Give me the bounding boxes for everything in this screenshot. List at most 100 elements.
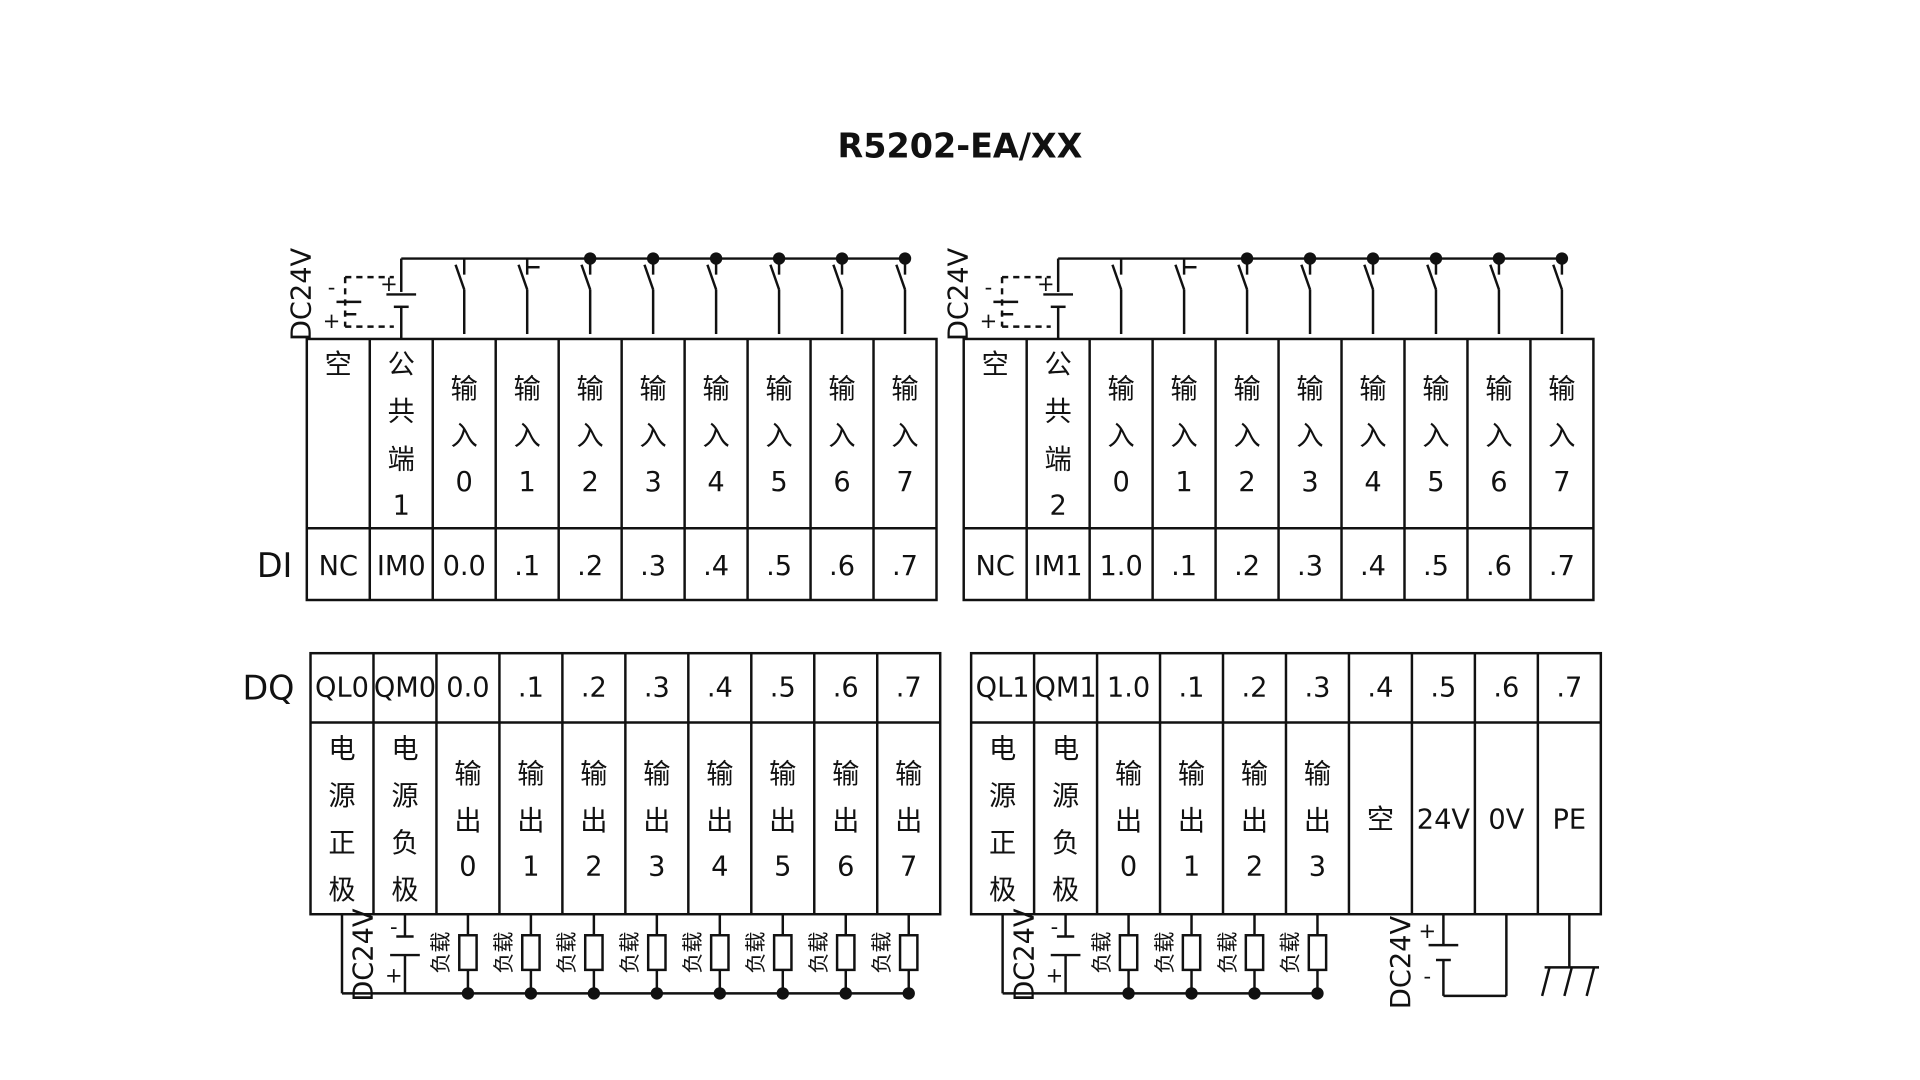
plus-sign: + (323, 308, 341, 333)
terminal-description: 出 (832, 806, 859, 837)
terminal-description: 出 (769, 806, 796, 837)
plus-sign: + (1046, 962, 1064, 987)
terminal-address: .2 (1234, 551, 1260, 582)
terminal-description: 输 (765, 374, 792, 405)
terminal-description: 7 (1553, 467, 1570, 498)
switch-blade (580, 264, 592, 290)
terminal-description: 正 (989, 828, 1016, 859)
terminal-address: .6 (1486, 551, 1512, 582)
terminal-address: NC (976, 551, 1015, 582)
terminal-address: .7 (1549, 551, 1575, 582)
terminal-description: 出 (1115, 806, 1142, 837)
terminal-address: .7 (896, 672, 922, 703)
terminal-address: .2 (577, 551, 603, 582)
terminal-description: 输 (1178, 759, 1205, 790)
switch-blade (832, 264, 844, 290)
terminal-description: 出 (895, 806, 922, 837)
dq-label: DQ (242, 668, 294, 707)
plus-sign: + (380, 271, 398, 296)
terminal-description: 1 (1183, 852, 1200, 883)
supply-label: DC24V (943, 247, 974, 341)
switch-blade (1237, 264, 1249, 290)
terminal-description: 入 (1548, 421, 1575, 452)
load-label: 负载 (869, 932, 894, 974)
terminal-description: 4 (711, 852, 728, 883)
junction-dot (1248, 987, 1261, 1000)
terminal-description: 输 (1241, 759, 1268, 790)
terminal-address: .1 (518, 672, 544, 703)
terminal-description: 输 (517, 759, 544, 790)
switch-blade (517, 264, 529, 290)
terminal-description: 共 (388, 396, 415, 427)
terminal-description: 输 (640, 374, 667, 405)
terminal-description: 公 (1045, 349, 1072, 380)
terminal-description: 极 (1052, 875, 1079, 906)
terminal-description: 输 (769, 759, 796, 790)
terminal-description: 电 (328, 734, 355, 765)
terminal-description: 2 (1246, 852, 1263, 883)
switch-blade (895, 264, 907, 290)
terminal-description: 入 (1233, 421, 1260, 452)
terminal-address: .5 (1423, 551, 1449, 582)
terminal-address: .6 (829, 551, 855, 582)
load-label: 负载 (617, 932, 642, 974)
load-resistor (1118, 934, 1139, 972)
terminal-address: .3 (1297, 551, 1323, 582)
plus-sign: + (385, 962, 403, 987)
junction-dot (776, 987, 789, 1000)
terminal-address: .1 (1171, 551, 1197, 582)
terminal-description: 输 (454, 759, 481, 790)
terminal-description: 电 (391, 734, 418, 765)
switch-blade (1174, 264, 1186, 290)
terminal-description: 3 (1309, 852, 1326, 883)
terminal-description: 空 (982, 349, 1009, 380)
di-module-1: 空 NC 公共端 2 IM1 输入 0 1.0 输入 1 .1 输入 2 .2 输入 3 .3 输入 4 .4 输入 5.… (943, 247, 1595, 602)
junction-dot (646, 252, 660, 265)
terminal-description: 空 (1367, 805, 1394, 836)
terminal-address: 0.0 (443, 551, 486, 582)
terminal-address: .4 (703, 551, 729, 582)
terminal-description: PE (1553, 805, 1587, 836)
terminal-description: 入 (1422, 421, 1449, 452)
ground-icon (1540, 914, 1600, 997)
load-resistor (1181, 934, 1202, 972)
terminal-description: 0 (456, 467, 473, 498)
junction-dot (1185, 987, 1198, 1000)
terminal-description: 0 (1120, 852, 1137, 883)
switch-blade (643, 264, 655, 290)
terminal-description: 6 (837, 852, 854, 883)
terminal-description: 24V (1417, 805, 1471, 836)
terminal-address: .5 (766, 551, 792, 582)
terminal-address: QL0 (315, 672, 369, 703)
load-label: 负载 (1089, 932, 1114, 974)
terminal-description: 5 (1427, 467, 1444, 498)
terminal-description: 输 (1548, 374, 1575, 405)
terminal-description: 1 (393, 490, 410, 521)
terminal-description: 输 (1108, 374, 1135, 405)
junction-dot (902, 987, 915, 1000)
load-label: 负载 (554, 932, 579, 974)
supply-label: DC24V (349, 908, 380, 1002)
terminal-description: 电 (1052, 734, 1079, 765)
ground-hatch (1563, 967, 1574, 997)
terminal-description: 出 (1304, 806, 1331, 837)
terminal-description: 7 (900, 852, 917, 883)
terminal-description: 5 (774, 852, 791, 883)
terminal-address: .7 (1556, 672, 1582, 703)
terminal-description: 6 (833, 467, 850, 498)
terminal-description: 输 (703, 374, 730, 405)
junction-dot (524, 987, 538, 1000)
terminal-address: .4 (707, 672, 733, 703)
terminal-description: 5 (770, 467, 787, 498)
minus-sign: - (328, 275, 336, 300)
load-resistor (835, 934, 856, 972)
terminal-description: 公 (388, 349, 415, 380)
switch-blade (1300, 264, 1312, 290)
supply-label: DC24V (286, 247, 317, 341)
load-label: 负载 (806, 932, 831, 974)
ground-hatch (1540, 967, 1551, 997)
terminal-description: 输 (1304, 759, 1331, 790)
load-resistor (709, 934, 730, 972)
load-resistor (521, 934, 541, 972)
